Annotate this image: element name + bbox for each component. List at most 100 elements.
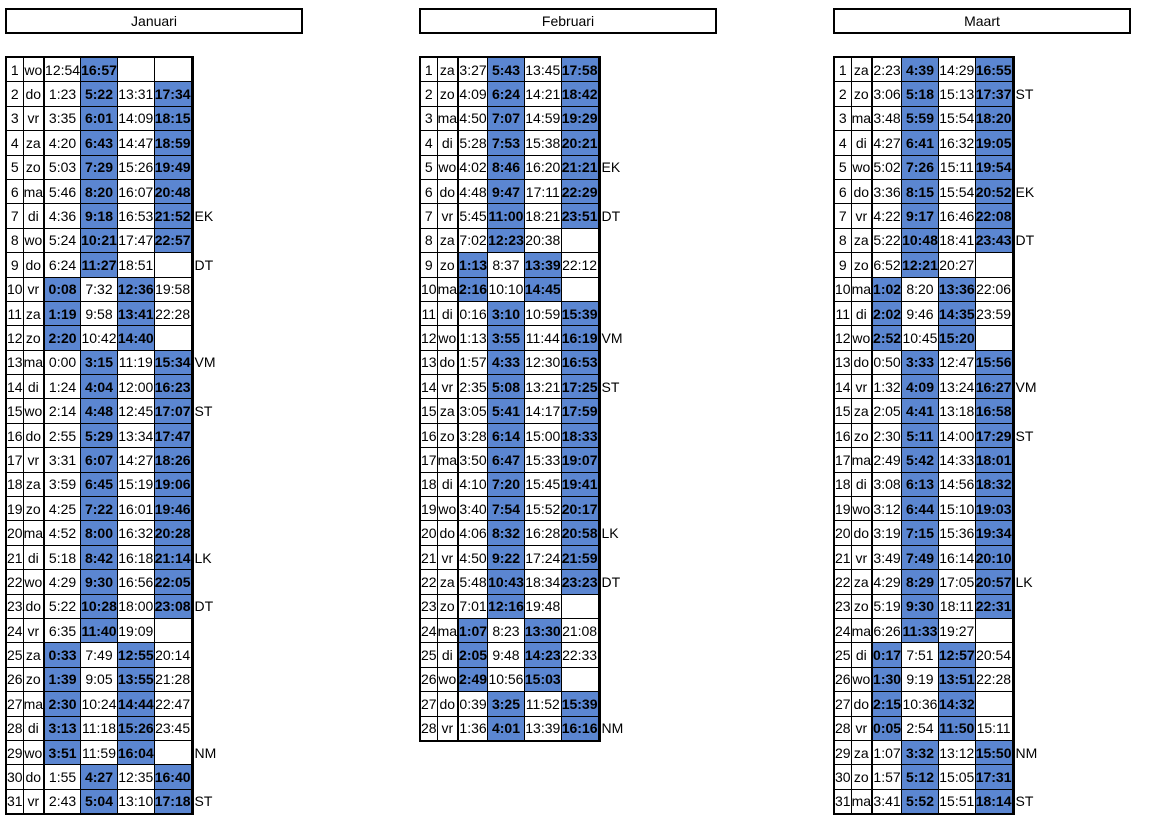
tide-time: 16:04 <box>116 739 155 766</box>
weekday: vr <box>22 617 46 644</box>
table-row: 18 za 3:59 6:45 15:19 19:06 <box>5 471 193 498</box>
tide-time: 17:25 <box>560 374 599 400</box>
day-number: 20 <box>833 520 852 546</box>
tide-time: 19:58 <box>153 276 192 302</box>
weekday: za <box>436 56 460 83</box>
tide-time: 1:19 <box>43 300 82 327</box>
tide-time: 21:52 <box>153 203 192 229</box>
weekday: wo <box>436 666 460 693</box>
tide-time: 16:16 <box>560 715 599 742</box>
weekday: ma <box>850 617 874 644</box>
day-number: 1 <box>419 56 438 83</box>
day-number: 1 <box>5 56 24 83</box>
weekday: do <box>436 691 460 717</box>
tide-time: 19:34 <box>974 520 1013 546</box>
tide-time: 4:39 <box>901 56 939 83</box>
tide-time <box>153 56 192 83</box>
table-row: 13 do 1:57 4:33 12:30 16:53 <box>419 349 600 376</box>
tide-time: 3:10 <box>487 300 525 327</box>
tide-time: 11:33 <box>901 617 939 644</box>
weekday: za <box>850 398 874 424</box>
tide-time: 19:06 <box>153 471 192 498</box>
tide-time: 5:52 <box>901 788 939 815</box>
moon-note <box>1012 301 1014 325</box>
tide-time: 6:13 <box>901 471 939 498</box>
tide-time: 6:43 <box>80 130 118 156</box>
weekday: za <box>22 300 46 327</box>
table-row: 22 za 5:48 10:43 18:34 23:23 DT <box>419 569 620 595</box>
moon-note <box>1012 472 1014 496</box>
moon-note <box>598 350 600 374</box>
tide-time: 5:11 <box>901 422 939 449</box>
tide-time: 3:59 <box>43 471 82 498</box>
tide-time: 3:55 <box>487 325 525 351</box>
moon-note <box>1012 204 1014 228</box>
day-number: 1 <box>833 56 852 83</box>
tide-time: 8:20 <box>80 178 118 205</box>
moon-note <box>191 277 193 301</box>
moon-note <box>598 253 600 277</box>
tide-time: 4:06 <box>457 520 489 546</box>
tide-time: 9:30 <box>901 593 939 619</box>
tide-time: 17:31 <box>974 764 1013 790</box>
weekday: zo <box>850 252 874 278</box>
table-row: 31 vr 2:43 5:04 13:10 17:18 ST <box>5 788 212 815</box>
tide-time: 19:54 <box>974 154 1013 180</box>
table-row: 2 zo 4:09 6:24 14:21 18:42 <box>419 81 600 107</box>
tide-time: 14:00 <box>937 422 976 449</box>
tide-time: 0:08 <box>43 276 82 302</box>
tide-time: 12:57 <box>937 642 976 668</box>
moon-note <box>598 594 600 618</box>
tide-time: 2:14 <box>43 398 82 424</box>
moon-note-label: NM <box>194 744 217 761</box>
day-number: 29 <box>5 739 24 766</box>
tide-time: 16:07 <box>116 178 155 205</box>
weekday: zo <box>850 764 874 790</box>
tide-time: 5:59 <box>901 105 939 132</box>
tide-time: 3:05 <box>457 398 489 424</box>
day-number: 14 <box>419 374 438 400</box>
weekday: vr <box>22 105 46 132</box>
moon-note <box>598 57 600 82</box>
table-row: 22 wo 4:29 9:30 16:56 22:05 <box>5 569 193 595</box>
weekday: di <box>22 203 46 229</box>
table-row: 11 di 0:16 3:10 10:59 15:39 <box>419 300 600 327</box>
tide-time: 1:36 <box>457 715 489 742</box>
weekday: di <box>436 642 460 668</box>
table-row: 10 vr 0:08 7:32 12:36 19:58 <box>5 276 193 302</box>
tide-time: 14:17 <box>523 398 562 424</box>
tide-time: 3:25 <box>487 691 525 717</box>
tide-time: 7:49 <box>80 642 118 668</box>
moon-note-label: ST <box>1015 427 1034 444</box>
weekday: ma <box>22 520 46 546</box>
tide-time: 7:54 <box>487 496 525 522</box>
moon-note-label: NM <box>1015 744 1038 761</box>
moon-note <box>191 301 193 325</box>
moon-note: EK <box>191 204 214 228</box>
tide-time: 14:32 <box>937 691 976 717</box>
tide-time: 15:39 <box>560 691 599 717</box>
tide-time: 3:19 <box>871 520 903 546</box>
tide-time: 21:14 <box>153 544 192 571</box>
tide-time: 19:41 <box>560 471 599 498</box>
tide-time <box>974 617 1013 644</box>
tide-time: 4:27 <box>871 130 903 156</box>
moon-note-label: VM <box>194 354 216 371</box>
tide-time: 2:30 <box>871 422 903 449</box>
weekday: zo <box>436 422 460 449</box>
day-number: 17 <box>419 447 438 473</box>
tide-time: 4:25 <box>43 496 82 522</box>
table-row: 4 di 4:27 6:41 16:32 19:05 <box>833 130 1014 156</box>
tide-time: 13:36 <box>937 276 976 302</box>
moon-note <box>191 570 193 594</box>
moon-note-label: EK <box>601 159 621 176</box>
tide-time: 10:24 <box>80 691 118 717</box>
tide-time: 10:43 <box>487 569 525 595</box>
tide-time: 14:44 <box>116 691 155 717</box>
tide-time: 16:55 <box>974 56 1013 83</box>
moon-note <box>191 155 193 179</box>
tide-time: 5:24 <box>43 227 82 254</box>
day-number: 3 <box>833 105 852 132</box>
tide-time: 14:56 <box>937 471 976 498</box>
tide-time: 5:22 <box>43 593 82 619</box>
